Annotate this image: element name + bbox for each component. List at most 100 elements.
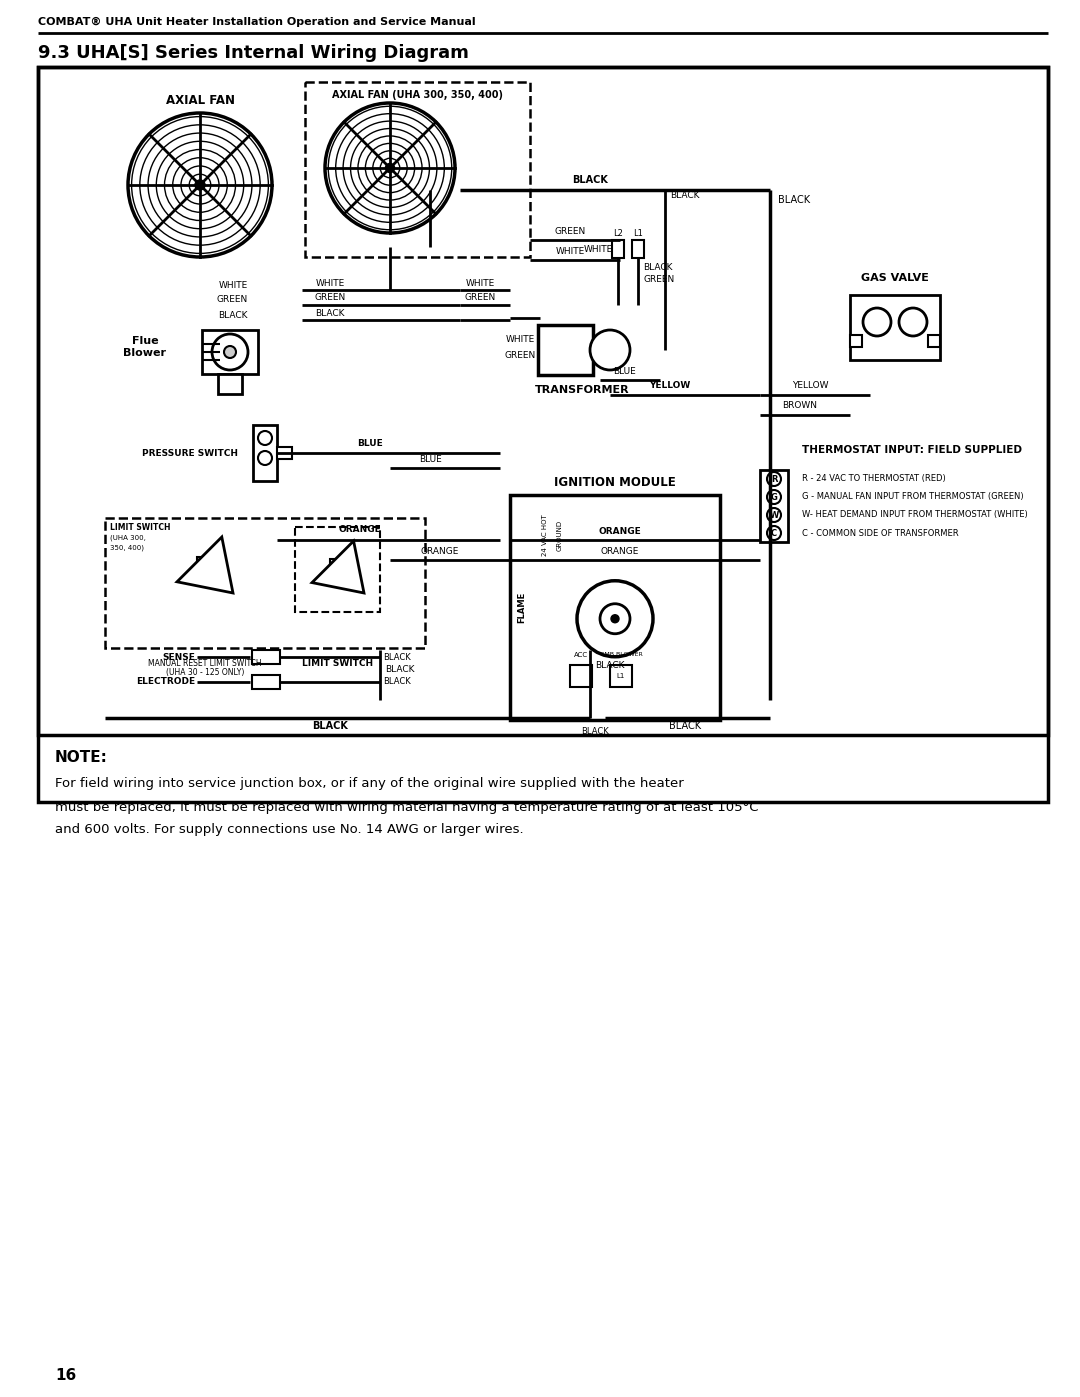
Text: WHITE: WHITE xyxy=(465,278,495,288)
Bar xyxy=(202,330,258,374)
Bar xyxy=(612,240,624,258)
Text: WHITE: WHITE xyxy=(315,278,345,288)
Text: G - MANUAL FAN INPUT FROM THERMOSTAT (GREEN): G - MANUAL FAN INPUT FROM THERMOSTAT (GR… xyxy=(802,493,1024,502)
Bar xyxy=(105,518,426,648)
Circle shape xyxy=(325,103,455,233)
Text: 9.3 UHA[S] Series Internal Wiring Diagram: 9.3 UHA[S] Series Internal Wiring Diagra… xyxy=(38,43,469,61)
Text: LIMIT SWITCH: LIMIT SWITCH xyxy=(302,658,374,668)
Circle shape xyxy=(899,307,927,337)
Text: PRESSURE SWITCH: PRESSURE SWITCH xyxy=(141,448,238,457)
Text: ORANGE: ORANGE xyxy=(339,525,381,535)
Text: ACC: ACC xyxy=(573,652,589,658)
Bar xyxy=(218,374,242,394)
Text: AXIAL FAN (UHA 300, 350, 400): AXIAL FAN (UHA 300, 350, 400) xyxy=(332,89,502,101)
Bar xyxy=(330,559,346,574)
Text: (UHA 30 - 125 ONLY): (UHA 30 - 125 ONLY) xyxy=(166,669,244,678)
Text: BLUE: BLUE xyxy=(357,440,383,448)
Text: YELLOW: YELLOW xyxy=(792,381,828,391)
Text: C: C xyxy=(771,528,778,538)
Bar xyxy=(632,240,644,258)
Bar xyxy=(510,495,720,719)
Text: BLACK: BLACK xyxy=(315,309,345,317)
Text: CMB BLOWER: CMB BLOWER xyxy=(599,652,643,658)
Bar xyxy=(197,556,214,573)
Circle shape xyxy=(258,451,272,465)
Text: BROWN: BROWN xyxy=(783,401,818,411)
Bar xyxy=(538,326,593,374)
Text: TRANSFORMER: TRANSFORMER xyxy=(535,386,630,395)
Text: BLACK: BLACK xyxy=(572,175,608,184)
Bar xyxy=(305,82,530,257)
Text: WHITE: WHITE xyxy=(219,281,248,289)
Bar xyxy=(295,527,380,612)
Bar xyxy=(38,67,1048,802)
Bar xyxy=(570,665,592,687)
Text: Flue
Blower: Flue Blower xyxy=(123,337,166,358)
Text: NOTE:: NOTE: xyxy=(55,750,108,766)
Text: 16: 16 xyxy=(55,1368,77,1383)
Text: L1: L1 xyxy=(633,229,643,239)
Circle shape xyxy=(129,113,272,257)
Text: BLACK: BLACK xyxy=(670,190,700,200)
Text: BLACK: BLACK xyxy=(312,721,348,731)
Text: YELLOW: YELLOW xyxy=(649,381,690,391)
Bar xyxy=(850,335,862,346)
Text: BLUE: BLUE xyxy=(419,455,442,464)
Text: GROUND: GROUND xyxy=(557,520,563,550)
Text: GREEN: GREEN xyxy=(643,275,674,285)
Polygon shape xyxy=(312,541,364,592)
Bar xyxy=(760,469,788,542)
Bar xyxy=(253,425,276,481)
Text: ORANGE: ORANGE xyxy=(421,546,459,556)
Bar xyxy=(252,650,280,664)
Text: WHITE: WHITE xyxy=(555,247,584,257)
Bar xyxy=(610,665,632,687)
Text: BLACK: BLACK xyxy=(595,661,624,669)
Text: BLACK: BLACK xyxy=(218,310,248,320)
Circle shape xyxy=(767,490,781,504)
Circle shape xyxy=(863,307,891,337)
Text: and 600 volts. For supply connections use No. 14 AWG or larger wires.: and 600 volts. For supply connections us… xyxy=(55,823,524,837)
Text: R - 24 VAC TO THERMOSTAT (RED): R - 24 VAC TO THERMOSTAT (RED) xyxy=(802,475,946,483)
Text: must be replaced, it must be replaced with wiring material having a temperature : must be replaced, it must be replaced wi… xyxy=(55,800,758,813)
Text: WHITE: WHITE xyxy=(505,335,535,345)
Text: (UHA 300,: (UHA 300, xyxy=(110,535,146,541)
Text: For field wiring into service junction box, or if any of the original wire suppl: For field wiring into service junction b… xyxy=(55,778,684,791)
Text: GREEN: GREEN xyxy=(504,351,536,359)
Circle shape xyxy=(767,509,781,522)
Text: 24 VAC HOT: 24 VAC HOT xyxy=(542,514,548,556)
Text: BLACK: BLACK xyxy=(778,196,810,205)
Text: MANUAL RESET LIMIT SWITCH: MANUAL RESET LIMIT SWITCH xyxy=(148,658,261,668)
Bar xyxy=(38,67,1048,735)
Text: C - COMMON SIDE OF TRANSFORMER: C - COMMON SIDE OF TRANSFORMER xyxy=(802,528,959,538)
Circle shape xyxy=(258,432,272,446)
Text: W- HEAT DEMAND INPUT FROM THERMOSTAT (WHITE): W- HEAT DEMAND INPUT FROM THERMOSTAT (WH… xyxy=(802,510,1028,520)
Text: ORANGE: ORANGE xyxy=(598,527,642,535)
Text: BLACK: BLACK xyxy=(669,721,701,731)
Circle shape xyxy=(577,581,653,657)
Text: BLACK: BLACK xyxy=(581,728,609,736)
Text: FLAME: FLAME xyxy=(517,591,527,623)
Text: AXIAL FAN: AXIAL FAN xyxy=(165,94,234,106)
Circle shape xyxy=(386,163,394,173)
Text: COMBAT® UHA Unit Heater Installation Operation and Service Manual: COMBAT® UHA Unit Heater Installation Ope… xyxy=(38,17,475,27)
Text: R: R xyxy=(771,475,778,483)
Text: THERMOSTAT INPUT: FIELD SUPPLIED: THERMOSTAT INPUT: FIELD SUPPLIED xyxy=(802,446,1022,455)
Text: GAS VALVE: GAS VALVE xyxy=(861,272,929,284)
Circle shape xyxy=(590,330,630,370)
Polygon shape xyxy=(177,536,233,592)
Circle shape xyxy=(600,604,630,634)
Text: ORANGE: ORANGE xyxy=(600,546,639,556)
Text: SENSE: SENSE xyxy=(162,652,195,662)
Text: BLACK: BLACK xyxy=(383,652,410,662)
Text: WHITE: WHITE xyxy=(584,246,613,254)
Bar xyxy=(850,295,940,360)
Text: IGNITION MODULE: IGNITION MODULE xyxy=(554,475,676,489)
Circle shape xyxy=(195,180,205,190)
Circle shape xyxy=(224,346,237,358)
Text: GREEN: GREEN xyxy=(554,228,585,236)
Bar xyxy=(252,675,280,689)
Text: ELECTRODE: ELECTRODE xyxy=(136,678,195,686)
Text: BLUE: BLUE xyxy=(613,367,636,377)
Text: L1: L1 xyxy=(617,673,625,679)
